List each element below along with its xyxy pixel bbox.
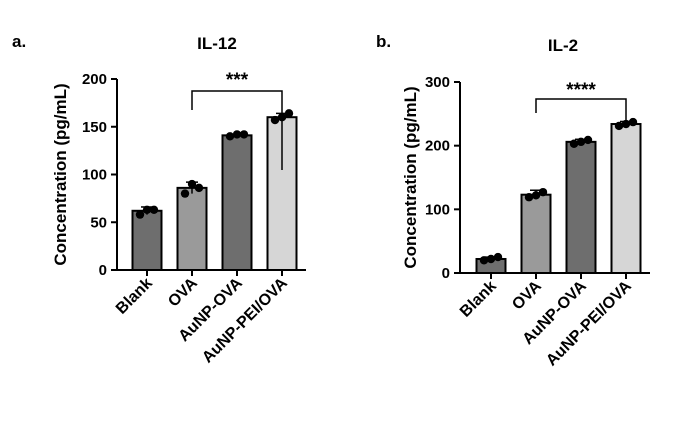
data-point <box>142 205 152 215</box>
data-point <box>524 193 534 202</box>
x-category-label: OVA <box>165 274 201 310</box>
panel-letter: b. <box>376 32 391 51</box>
x-category-label: OVA <box>509 277 545 313</box>
x-category-label: Blank <box>113 275 156 318</box>
y-tick-label: 50 <box>90 214 107 231</box>
data-point <box>538 187 548 197</box>
bar-aunp-ova <box>565 140 597 274</box>
y-axis-label: Concentration (pg/mL) <box>401 86 420 268</box>
y-tick-label: 200 <box>82 71 107 88</box>
data-point <box>583 135 593 145</box>
data-point <box>232 130 242 139</box>
y-tick-label: 200 <box>425 138 450 155</box>
chart-title: IL-12 <box>197 34 237 53</box>
significance-bracket <box>191 90 283 170</box>
significance-bracket <box>535 98 627 126</box>
chart-title: IL-2 <box>548 36 578 55</box>
data-point <box>628 117 638 127</box>
y-tick-label: 0 <box>99 262 107 279</box>
bar-aunp-pei-ova <box>610 123 642 274</box>
y-tick-label: 100 <box>82 167 107 184</box>
data-point <box>180 189 190 198</box>
significance-label: **** <box>566 80 596 101</box>
y-axis-label: Concentration (pg/mL) <box>51 83 70 265</box>
y-tick-label: 300 <box>425 74 450 91</box>
bar-ova <box>176 186 208 271</box>
chart-panel-2: b. IL-2 Concentration (pg/mL) 0 100 200 300 Bla… <box>376 32 650 369</box>
data-point <box>135 210 145 219</box>
data-point <box>149 205 159 215</box>
data-point <box>486 254 496 264</box>
data-point <box>187 179 197 189</box>
data-point <box>576 137 586 147</box>
y-tick-label: 150 <box>82 119 107 136</box>
significance-label: *** <box>226 70 249 91</box>
x-category-label: Blank <box>457 278 500 321</box>
x-category-label: AuNP-PEI/OVA <box>199 274 291 366</box>
data-point <box>225 132 235 141</box>
data-point <box>270 115 280 125</box>
data-point <box>284 109 294 118</box>
chart-panel-1: a. IL-12 Concentration (pg/mL) 0 50 100 150 200… <box>12 32 306 366</box>
data-point <box>493 252 503 262</box>
x-category-label: AuNP-PEI/OVA <box>543 277 635 369</box>
bar-ova <box>520 193 552 274</box>
y-tick-label: 100 <box>425 201 450 218</box>
bar-blank <box>131 209 163 271</box>
data-point <box>479 256 489 265</box>
data-point <box>194 183 204 193</box>
panel-letter: a. <box>12 32 26 51</box>
data-point <box>531 191 541 200</box>
data-point <box>614 121 624 131</box>
data-point <box>239 130 249 139</box>
y-tick-label: 0 <box>442 265 450 282</box>
bar-aunp-ova <box>221 134 253 271</box>
data-point <box>569 139 579 148</box>
